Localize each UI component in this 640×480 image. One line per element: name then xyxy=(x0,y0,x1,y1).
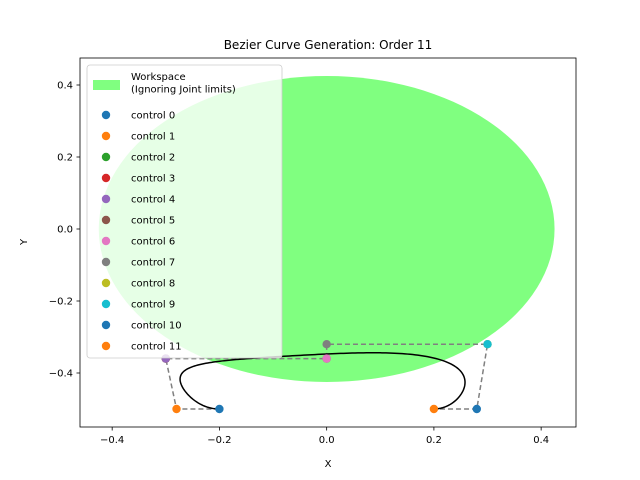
control-point-9 xyxy=(483,340,492,349)
legend-label-control-8: control 8 xyxy=(131,279,175,290)
legend-marker-control-0 xyxy=(101,110,111,120)
legend-marker-control-3 xyxy=(101,173,111,183)
y-axis-label: Y xyxy=(19,238,30,246)
x-tick-label: 0.2 xyxy=(426,435,442,446)
x-axis-label: X xyxy=(325,459,332,470)
legend-label-control-6: control 6 xyxy=(131,237,175,248)
y-tick-label: 0.4 xyxy=(57,81,73,92)
legend-label-control-4: control 4 xyxy=(131,195,175,206)
control-point-10 xyxy=(472,404,481,414)
control-point-11 xyxy=(429,404,439,414)
legend-label-control-9: control 9 xyxy=(131,300,175,311)
legend-marker-control-7 xyxy=(101,257,111,267)
x-tick-label: 0.4 xyxy=(533,435,549,446)
legend-marker-control-2 xyxy=(101,152,111,162)
control-polygon xyxy=(164,343,489,410)
x-axis-ticks: −0.4 −0.2 0.0 0.2 0.4 xyxy=(100,427,549,446)
x-tick-label: 0.0 xyxy=(319,435,335,446)
y-axis-ticks: −0.4 −0.2 0.0 0.2 0.4 xyxy=(49,81,80,380)
y-tick-label: −0.4 xyxy=(49,369,73,380)
legend-marker-control-11 xyxy=(101,341,111,351)
legend: Workspace (Ignoring Joint limits) control … xyxy=(86,64,283,359)
legend-items: Workspace (Ignoring Joint limits) control … xyxy=(93,72,236,353)
legend-label-control-10: control 10 xyxy=(131,321,182,332)
y-tick-label: 0.0 xyxy=(57,225,73,236)
legend-label-control-2: control 2 xyxy=(131,153,175,164)
x-tick-label: −0.2 xyxy=(207,435,231,446)
x-tick-label: −0.4 xyxy=(100,435,124,446)
bezier-curve xyxy=(179,352,466,410)
legend-marker-control-9 xyxy=(101,299,111,309)
legend-marker-control-10 xyxy=(101,320,111,330)
legend-label-control-5: control 5 xyxy=(131,216,175,227)
y-tick-label: 0.2 xyxy=(57,153,73,164)
legend-marker-control-6 xyxy=(101,236,111,246)
legend-label-control-3: control 3 xyxy=(131,174,175,185)
legend-workspace-label: Workspace (Ignoring Joint limits) xyxy=(131,72,236,96)
legend-marker-control-8 xyxy=(101,278,111,288)
control-point-6 xyxy=(322,354,331,363)
control-point-0 xyxy=(215,404,224,414)
legend-marker-control-5 xyxy=(101,215,111,225)
y-tick-label: −0.2 xyxy=(49,297,73,308)
chart-title: Bezier Curve Generation: Order 11 xyxy=(224,38,433,52)
legend-box xyxy=(86,64,283,359)
legend-label-control-7: control 7 xyxy=(131,258,175,269)
legend-marker-control-4 xyxy=(101,194,111,204)
control-point-1 xyxy=(172,404,181,414)
legend-label-control-1: control 1 xyxy=(131,132,175,143)
legend-label-control-11: control 11 xyxy=(131,342,182,353)
axes-frame xyxy=(79,57,577,428)
legend-workspace-swatch xyxy=(93,80,120,90)
legend-label-control-0: control 0 xyxy=(131,111,175,122)
legend-marker-control-1 xyxy=(101,131,111,141)
control-point-7 xyxy=(322,340,331,349)
